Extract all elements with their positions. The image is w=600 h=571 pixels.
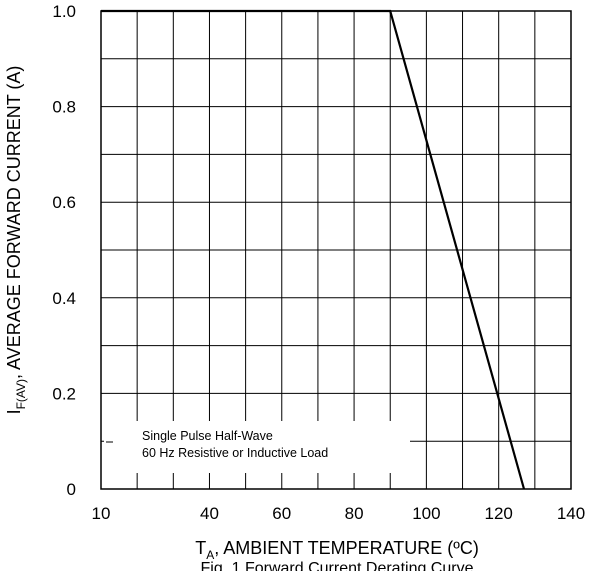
legend-box xyxy=(104,421,410,473)
derating-curve xyxy=(101,9,526,490)
y-tick-label: 0.4 xyxy=(52,289,76,308)
x-tick-label: 140 xyxy=(557,504,585,523)
legend: Single Pulse Half-Wave 60 Hz Resistive o… xyxy=(104,421,410,473)
y-tick-label: 0.2 xyxy=(52,384,76,403)
legend-line-1: Single Pulse Half-Wave xyxy=(142,429,273,443)
y-tick-label: 0.6 xyxy=(52,193,76,212)
y-tick-label: 0.8 xyxy=(52,98,76,117)
x-axis-symbol: T xyxy=(195,538,206,558)
legend-line-2: 60 Hz Resistive or Inductive Load xyxy=(142,446,328,460)
y-axis-subscript: F(AV) xyxy=(14,379,28,409)
series-layer xyxy=(101,9,526,490)
y-axis-symbol: I xyxy=(4,409,24,414)
tick-labels: 10 40 60 80 100 120 140 0 0.2 0.4 0.6 0.8 1.0 xyxy=(52,2,585,523)
x-tick-label: 60 xyxy=(272,504,291,523)
x-tick-label: 40 xyxy=(200,504,219,523)
y-tick-label: 1.0 xyxy=(52,2,76,21)
x-tick-label: 100 xyxy=(412,504,440,523)
figure-caption: Fig. 1 Forward Current Derating Curve xyxy=(201,560,474,571)
grid xyxy=(101,11,571,489)
y-axis-label: IF(AV), AVERAGE FORWARD CURRENT (A) xyxy=(4,66,28,415)
x-tick-label: 80 xyxy=(345,504,364,523)
y-axis-label-text: , AVERAGE FORWARD CURRENT (A) xyxy=(4,66,24,379)
x-axis-subscript: A xyxy=(206,548,214,562)
y-tick-label: 0 xyxy=(67,480,76,499)
x-axis-label: TA, AMBIENT TEMPERATURE (ºC) xyxy=(195,538,479,562)
x-tick-label: 10 xyxy=(92,504,111,523)
x-axis-label-text: , AMBIENT TEMPERATURE (ºC) xyxy=(214,538,479,558)
x-tick-label: 120 xyxy=(485,504,513,523)
